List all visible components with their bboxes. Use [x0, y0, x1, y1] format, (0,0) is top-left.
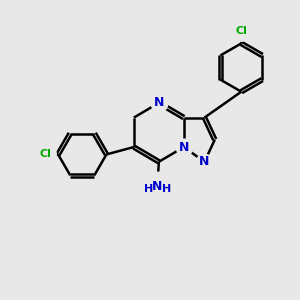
Text: N: N: [154, 96, 164, 110]
Text: Cl: Cl: [40, 149, 52, 159]
Text: N: N: [152, 180, 163, 193]
Text: Cl: Cl: [235, 26, 247, 36]
Text: H: H: [162, 184, 171, 194]
Text: H: H: [144, 184, 153, 194]
Text: N: N: [179, 141, 189, 154]
Text: N: N: [199, 155, 210, 168]
